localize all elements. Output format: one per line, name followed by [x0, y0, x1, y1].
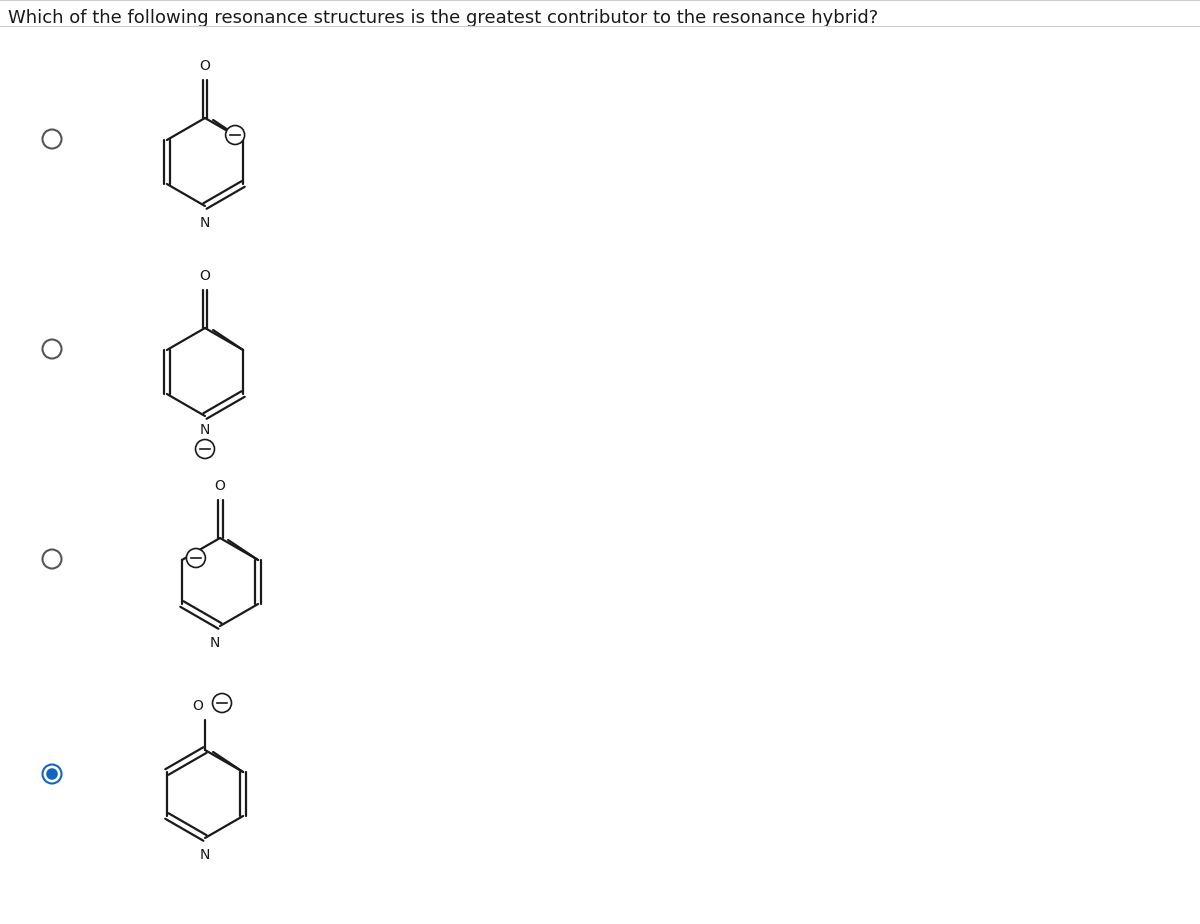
Text: N: N [200, 423, 210, 437]
Circle shape [186, 549, 205, 567]
Text: Which of the following resonance structures is the greatest contributor to the r: Which of the following resonance structu… [8, 9, 878, 27]
Text: O: O [192, 699, 204, 713]
Circle shape [42, 129, 61, 149]
Text: O: O [199, 269, 210, 283]
Text: N: N [200, 216, 210, 230]
Circle shape [42, 764, 61, 784]
Text: O: O [215, 479, 226, 493]
Text: N: N [210, 636, 220, 650]
Text: O: O [199, 59, 210, 73]
Circle shape [212, 694, 232, 712]
Circle shape [226, 126, 245, 144]
Circle shape [42, 550, 61, 568]
Circle shape [196, 440, 215, 458]
Text: N: N [200, 848, 210, 862]
Circle shape [42, 339, 61, 359]
Circle shape [47, 768, 58, 780]
